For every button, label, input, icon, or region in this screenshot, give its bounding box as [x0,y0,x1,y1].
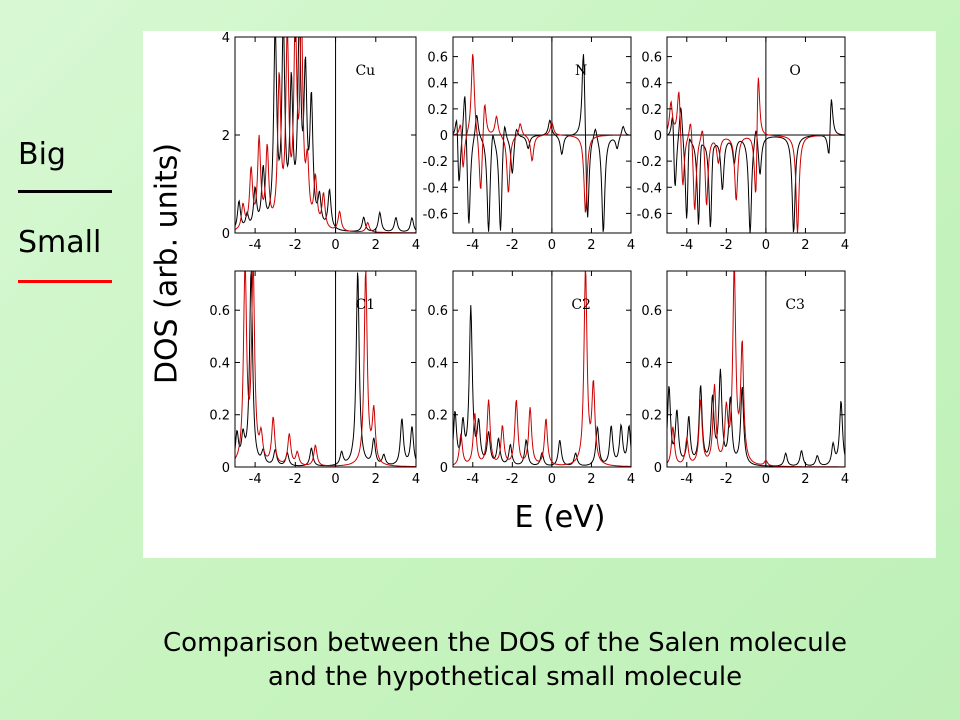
x-tick-label: -2 [720,472,733,487]
x-tick-label: 4 [841,472,849,487]
panel-label: C1 [356,297,376,313]
y-tick-label: 0.2 [641,103,662,118]
legend-small-label: Small [18,225,102,260]
panel-label: O [789,63,800,79]
panel-c3: -4 -2 0 2 4 0 0.2 0.4 0.6 C3 [641,270,849,487]
y-tick-label: 0.4 [641,77,662,92]
x-tick-label: -2 [289,238,302,253]
y-tick-label: -0.6 [423,207,448,222]
x-tick-label: 0 [762,238,770,253]
x-tick-label: -4 [680,238,693,253]
y-tick-label: 0.2 [427,103,448,118]
series-small-c1 [235,271,416,467]
series-small-cu [235,37,416,233]
y-tick-label: 0.4 [427,356,448,371]
panel-c2: -4 -2 0 2 4 0 0.2 0.4 0.6 C2 [427,270,635,487]
panel-frame [452,270,632,468]
y-axis-label: DOS (arb. units) [149,142,185,385]
caption-line-2: and the hypothetical small molecule [267,662,743,692]
x-tick-label: -4 [466,238,479,253]
y-tick-label: 0 [440,129,448,144]
y-tick-label: 0.4 [641,356,662,371]
series-big-c2 [453,305,631,466]
y-tick-label: 0 [222,461,230,476]
x-tick-label: 2 [801,472,809,487]
caption-line-1: Comparison between the DOS of the Salen … [163,628,847,658]
x-tick-label: -4 [249,238,262,253]
x-tick-label: 2 [372,472,380,487]
panel-frame [666,270,846,468]
x-tick-label: -2 [289,472,302,487]
y-tick-label: 0 [222,227,230,242]
series-big-cu [235,37,416,232]
x-tick-label: 4 [841,238,849,253]
y-tick-label: 2 [222,129,230,144]
panel-frame [234,270,417,468]
panel-frame [234,36,417,234]
series-big-n [453,54,631,232]
y-tick-label: 0.6 [641,51,662,66]
y-tick-label: 0.2 [209,409,230,424]
x-tick-label: 2 [801,238,809,253]
panel-label: Cu [355,63,375,79]
x-tick-label: -4 [680,472,693,487]
y-tick-label: 0.6 [209,304,230,319]
x-tick-label: -2 [720,238,733,253]
series-big-c3 [667,368,845,467]
x-tick-label: 0 [331,472,339,487]
x-tick-label: 4 [627,238,635,253]
panel-label: C3 [785,297,805,313]
x-tick-label: 0 [762,472,770,487]
x-tick-label: 2 [587,238,595,253]
x-tick-label: -2 [506,238,519,253]
y-tick-label: -0.6 [637,207,662,222]
y-tick-label: 0.2 [427,409,448,424]
x-tick-label: 4 [627,472,635,487]
y-tick-label: 0.2 [641,409,662,424]
panel-c1: -4 -2 0 2 4 0 0.2 0.4 0.6 C1 [209,270,420,487]
legend-big-label: Big [18,137,66,172]
y-tick-label: -0.2 [637,155,662,170]
y-tick-label: 0.6 [427,304,448,319]
y-tick-label: 0 [654,461,662,476]
x-tick-label: 2 [587,472,595,487]
x-tick-label: -4 [249,472,262,487]
panel-cu: -4 -2 0 2 4 0 2 4 Cu [222,31,420,253]
panel-label: C2 [571,297,591,313]
y-tick-label: 0.4 [427,77,448,92]
x-tick-label: 4 [412,238,420,253]
caption: Comparison between the DOS of the Salen … [80,626,930,694]
y-tick-label: 0 [654,129,662,144]
y-tick-label: 0.6 [641,304,662,319]
legend-big-line [18,190,112,193]
panel-n: -4 -2 0 2 4 -0.6 -0.4 -0.2 0 0.2 0.4 0.6 N [423,36,635,253]
series-small-c3 [667,271,845,467]
figure-panel: -4 -2 0 2 4 0 2 4 Cu -4 -2 0 2 4 -0.6 -0.4 -0.2 0 0.2 0.4 0.… [143,31,936,558]
x-tick-label: 0 [548,472,556,487]
series-small-n [453,54,631,213]
series-big-o [667,99,845,233]
y-tick-label: -0.4 [423,181,448,196]
y-tick-label: -0.2 [423,155,448,170]
dos-chart: -4 -2 0 2 4 0 2 4 Cu -4 -2 0 2 4 -0.6 -0.4 -0.2 0 0.2 0.4 0.… [209,31,849,487]
x-tick-label: 4 [412,472,420,487]
x-tick-label: 0 [331,238,339,253]
x-tick-label: 0 [548,238,556,253]
series-small-c2 [453,271,631,467]
series-small-o [667,77,845,233]
x-tick-label: -4 [466,472,479,487]
y-tick-label: 0 [440,461,448,476]
y-tick-label: 4 [222,31,230,46]
y-tick-label: -0.4 [637,181,662,196]
panel-label: N [575,63,587,79]
y-tick-label: 0.4 [209,356,230,371]
y-tick-label: 0.6 [427,51,448,66]
x-tick-label: 2 [372,238,380,253]
legend-small-line [18,280,112,283]
x-tick-label: -2 [506,472,519,487]
panel-o: -4 -2 0 2 4 -0.6 -0.4 -0.2 0 0.2 0.4 0.6 O [637,36,849,253]
x-axis-label: E (eV) [514,500,606,535]
